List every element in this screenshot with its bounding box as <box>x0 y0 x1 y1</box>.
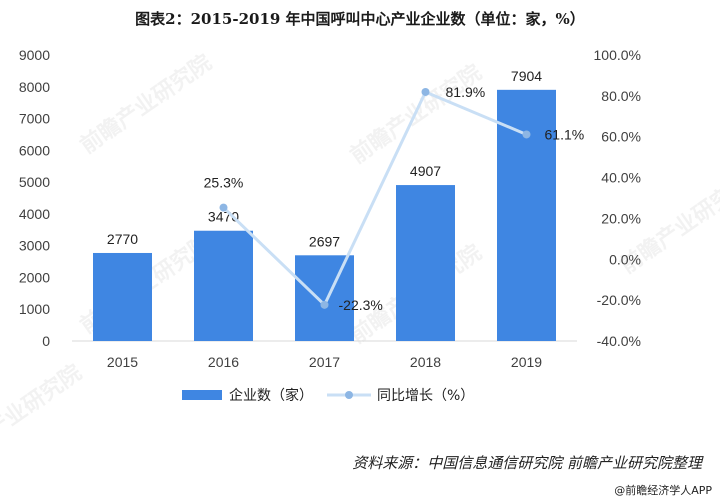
x-axis-labels: 2015 2016 2017 2018 2019 <box>107 354 542 370</box>
x-tick-label: 2017 <box>309 354 340 370</box>
left-axis-tick-label: 1000 <box>19 301 50 317</box>
legend-bar-swatch <box>182 390 222 400</box>
left-axis-tick-label: 4000 <box>19 206 50 222</box>
growth-point <box>320 300 329 309</box>
left-axis-tick-label: 2000 <box>19 269 50 285</box>
left-axis-tick-label: 7000 <box>19 111 50 127</box>
growth-point <box>522 130 531 139</box>
right-axis-tick-label: 100.0% <box>594 47 641 63</box>
growth-point <box>421 87 430 96</box>
watermark-text: 前瞻产业研究院 <box>75 49 216 159</box>
bar <box>396 185 455 341</box>
left-axis-tick-label: 8000 <box>19 79 50 95</box>
x-tick-label: 2018 <box>410 354 441 370</box>
bar <box>194 230 253 341</box>
watermark-text: 前瞻产业研究院 <box>0 359 87 469</box>
right-axis-tick-label: 60.0% <box>601 129 641 145</box>
left-axis-tick-label: 9000 <box>19 47 50 63</box>
growth-value-label: 25.3% <box>204 175 244 191</box>
growth-line-series: 25.3% -22.3% 81.9% 61.1% <box>204 84 585 313</box>
growth-value-label: -22.3% <box>339 297 383 313</box>
footer-credit: @前瞻经济学人APP <box>614 484 712 497</box>
right-axis: -40.0% -20.0% 0.0% 20.0% 40.0% 60.0% 80.0% 100.… <box>594 47 641 349</box>
bar <box>295 255 354 341</box>
bar <box>93 252 152 341</box>
legend-line-marker <box>345 391 353 399</box>
bar-series: 2770 3470 2697 4907 7904 <box>93 68 556 341</box>
left-axis-tick-label: 0 <box>42 333 50 349</box>
source-note: 资料来源：中国信息通信研究院 前瞻产业研究院整理 <box>352 454 702 472</box>
bar-value-label: 2770 <box>107 231 138 247</box>
right-axis-tick-label: 20.0% <box>601 210 641 226</box>
right-axis-tick-label: 0.0% <box>609 251 641 267</box>
right-axis-tick-label: -20.0% <box>597 292 641 308</box>
x-tick-label: 2016 <box>208 354 239 370</box>
bar-value-label: 7904 <box>511 68 542 84</box>
right-axis-tick-label: 80.0% <box>601 88 641 104</box>
right-axis-tick-label: -40.0% <box>597 333 641 349</box>
left-axis: 0 1000 2000 3000 4000 5000 6000 7000 8000 9000 <box>19 47 50 349</box>
growth-point <box>219 203 228 212</box>
chart-title: 图表2：2015-2019 年中国呼叫中心产业企业数（单位：家，%） <box>135 10 585 28</box>
growth-value-label: 81.9% <box>446 84 486 100</box>
legend: 企业数（家） 同比增长（%） <box>182 387 474 404</box>
left-axis-tick-label: 3000 <box>19 238 50 254</box>
left-axis-tick-label: 5000 <box>19 174 50 190</box>
bar-value-label: 2697 <box>309 233 340 249</box>
right-axis-tick-label: 40.0% <box>601 170 641 186</box>
x-tick-label: 2019 <box>511 354 542 370</box>
bar-value-label: 4907 <box>410 163 441 179</box>
left-axis-tick-label: 6000 <box>19 142 50 158</box>
growth-value-label: 61.1% <box>545 126 585 142</box>
bar-value-label: 3470 <box>208 209 239 225</box>
growth-line <box>222 90 528 307</box>
legend-line-label: 同比增长（%） <box>377 388 474 404</box>
x-tick-label: 2015 <box>107 354 138 370</box>
legend-bar-label: 企业数（家） <box>229 387 313 404</box>
